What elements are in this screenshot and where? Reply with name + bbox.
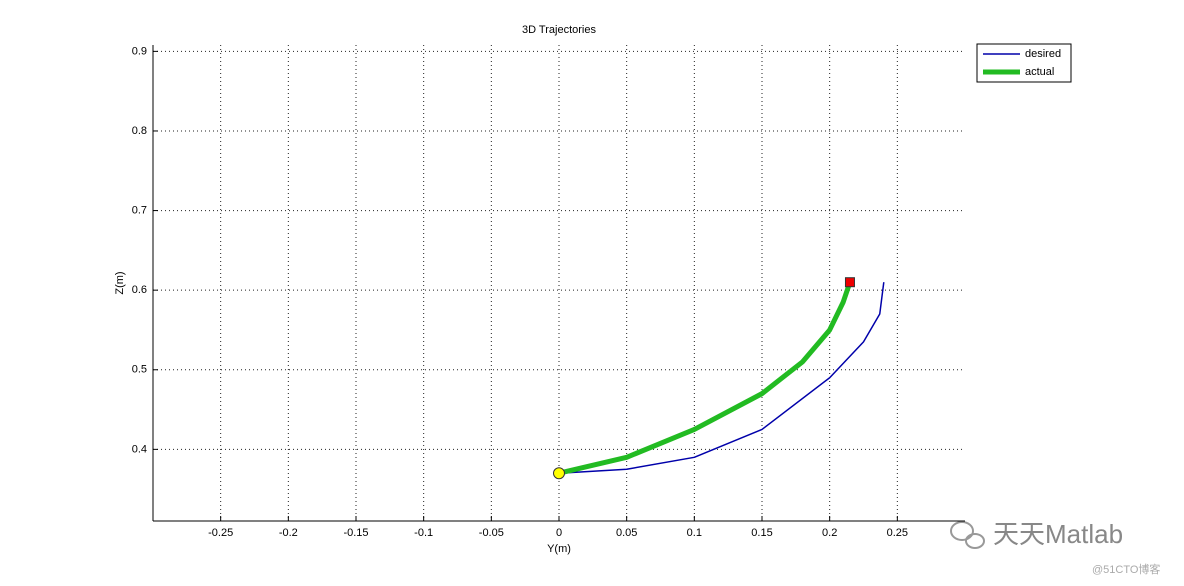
watermark: @51CTO博客 xyxy=(1092,562,1160,576)
y-tick-label: 0.8 xyxy=(132,125,147,137)
x-tick-label: -0.15 xyxy=(343,527,368,539)
x-axis-label: Y(m) xyxy=(547,543,571,555)
legend-label: desired xyxy=(1025,48,1061,60)
series-line xyxy=(558,281,853,476)
x-tick-label: -0.1 xyxy=(414,527,433,539)
y-tick-label: 0.7 xyxy=(132,204,147,216)
x-tick-label: -0.05 xyxy=(479,527,504,539)
y-tick-label: 0.6 xyxy=(132,284,147,296)
series-line xyxy=(558,282,885,474)
x-tick-label: 0.15 xyxy=(751,527,772,539)
watermark: 天天Matlab xyxy=(993,519,1123,549)
watermark-icon xyxy=(950,521,985,549)
chart-title: 3D Trajectories xyxy=(522,24,596,36)
x-tick-label: 0 xyxy=(556,527,562,539)
y-tick-label: 0.5 xyxy=(132,364,147,376)
x-tick-label: -0.2 xyxy=(279,527,298,539)
x-tick-label: -0.25 xyxy=(208,527,233,539)
y-tick-label: 0.4 xyxy=(132,443,147,455)
y-axis-label: Z(m) xyxy=(114,271,126,294)
end-marker xyxy=(844,277,855,288)
legend-label: actual xyxy=(1025,66,1054,78)
legend-box xyxy=(976,43,1072,83)
x-tick-label: 0.1 xyxy=(687,527,702,539)
y-tick-label: 0.9 xyxy=(132,45,147,57)
start-marker xyxy=(553,467,565,480)
x-tick-label: 0.2 xyxy=(822,527,837,539)
x-tick-label: 0.05 xyxy=(616,527,637,539)
x-tick-label: 0.25 xyxy=(887,527,908,539)
